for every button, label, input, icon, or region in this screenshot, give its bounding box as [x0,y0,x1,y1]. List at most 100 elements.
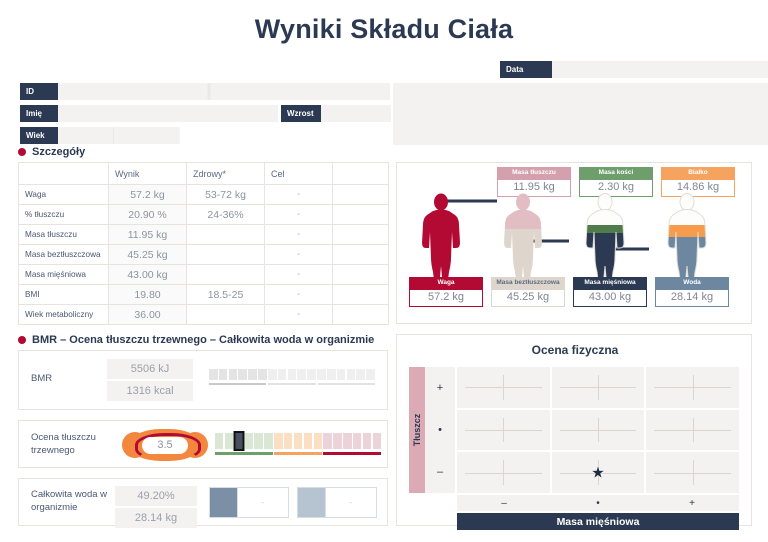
visceral-fat-scale [215,431,382,455]
bmr-value-kcal: 1316 kcal [107,381,193,401]
field-data[interactable]: Data [500,61,768,78]
field-id[interactable]: ID [20,83,390,100]
visceral-fat-scale-cell [215,433,224,449]
badge-bialko: Białko 14.86 kg [661,167,735,197]
field-imie[interactable]: Imię [20,105,278,122]
visceral-fat-scale-cell [254,433,263,449]
table-row: % tłuszczu 20.90 % 24-36% - [18,204,389,225]
total-water-label: Całkowita woda w organizmie [31,489,108,513]
water-gauge-2: - [297,487,377,518]
badge-label: Masa tłuszczu [497,167,571,180]
badge-label: Waga [409,277,483,290]
field-id-value[interactable] [58,83,390,100]
figure-woda-icon [667,193,707,279]
badge-value: 43.00 kg [573,289,647,307]
water-gauge-1-fill [210,488,237,517]
details-table: Wynik Zdrowy* Cel Waga 57.2 kg 53-72 kg … [18,162,389,325]
badge-value: 57.2 kg [409,289,483,307]
y-axis-marks: + • – [425,367,455,493]
field-data-value[interactable] [552,61,768,78]
badge-masa-kosci: Masa kości 2.30 kg [579,167,653,197]
badge-value: 2.30 kg [579,179,653,197]
table-row: Masa mięśniowa 43.00 kg - [18,264,389,285]
field-wiek-label: Wiek [20,127,58,144]
visceral-fat-scale-cell [333,433,342,449]
physical-assessment-title: Ocena fizyczna [531,343,619,357]
table-row: Wiek metaboliczny 36.00 - [18,304,389,325]
bmr-gauge-cell [297,369,307,380]
badge-label: Masa beztłuszczowa [491,277,565,290]
row-zdrowy [186,244,265,265]
row-label: Masa tłuszczu [18,224,109,245]
visceral-fat-scale-cell [323,433,332,449]
bmr-label: BMR [31,373,53,384]
badge-label: Białko [661,167,735,180]
header-notes-box[interactable] [393,83,768,145]
row-cel[interactable]: - [264,244,333,265]
row-cel[interactable]: - [264,184,333,205]
bullet-icon [18,148,26,156]
field-imie-value[interactable] [58,105,278,122]
bmr-values: 5506 kJ 1316 kcal [107,359,193,403]
row-zdrowy [186,264,265,285]
grid-cell [457,452,550,493]
row-wynik: 45.25 kg [108,244,187,265]
bmr-gauge-cell [366,369,375,380]
bmr-value-kj: 5506 kJ [107,359,193,379]
bmr-gauge-cell [258,369,267,380]
gauge-arc [135,433,201,461]
row-label: Masa beztłuszczowa [18,244,109,265]
bmr-gauge-cell [228,369,238,380]
total-water-percent: 49.20% [115,486,197,506]
grid-cell [457,409,550,451]
row-cel[interactable]: - [264,284,333,305]
field-wiek-value[interactable] [58,127,180,144]
visceral-fat-scale-cell [233,431,245,451]
body-figure-panel: Masa tłuszczu 11.95 kg Masa kości 2.30 k… [396,162,752,324]
visceral-fat-scale-underbars [215,452,381,455]
total-water-gauges: - - [209,487,377,518]
water-gauge-1-text: - [236,488,288,517]
row-cel[interactable]: - [264,224,333,245]
bmr-gauge-cell [317,369,326,380]
y-mark-plus: + [436,382,444,394]
field-wzrost-value[interactable] [321,105,391,122]
field-wzrost[interactable]: Wzrost [281,105,391,122]
y-axis-label: Tłuszcz [412,413,422,447]
col-head-blank [18,162,109,185]
row-cel[interactable]: - [264,204,333,225]
x-axis-label: Masa mięśniowa [457,513,739,530]
field-data-label: Data [500,61,552,78]
row-cel[interactable]: - [264,264,333,285]
visceral-fat-gauge-icon: 3.5 [122,429,208,461]
bmr-gauge-cell [326,369,336,380]
col-head-extra [332,162,389,185]
row-extra [332,204,389,225]
field-wiek[interactable]: Wiek [20,127,180,144]
vf-underbar-orange [274,452,322,455]
row-label: Waga [18,184,109,205]
bmr-gauge-underbars [209,383,375,386]
visceral-fat-value: 3.5 [142,436,188,454]
bmr-underbar-2 [268,383,316,386]
bmr-card: BMR 5506 kJ 1316 kcal [18,350,388,410]
row-zdrowy: 53-72 kg [186,184,265,205]
visceral-fat-marker [233,431,245,451]
row-extra [332,224,389,245]
visceral-fat-scale-cell [284,433,293,449]
details-table-card: Wynik Zdrowy* Cel Waga 57.2 kg 53-72 kg … [18,162,389,325]
badge-masa-miesniowa: Masa mięśniowa 43.00 kg [573,277,647,307]
row-cel[interactable]: - [264,304,333,325]
row-wynik: 43.00 kg [108,264,187,285]
bmr-underbar-3 [317,383,375,386]
figure-waga-icon [422,193,460,279]
col-head-wynik: Wynik [108,162,187,185]
visceral-fat-scale-cell [353,433,362,449]
bmr-gauge-cell [307,369,316,380]
badge-value: 45.25 kg [491,289,565,307]
water-gauge-2-text: - [324,488,376,517]
x-mark-dot: • [596,497,600,509]
section-heading-details: Szczegóły [18,146,85,158]
visceral-fat-scale-cell [313,433,322,449]
physical-assessment-card: Ocena fizyczna Tłuszcz + • – ★ – • + Mas… [396,334,752,530]
